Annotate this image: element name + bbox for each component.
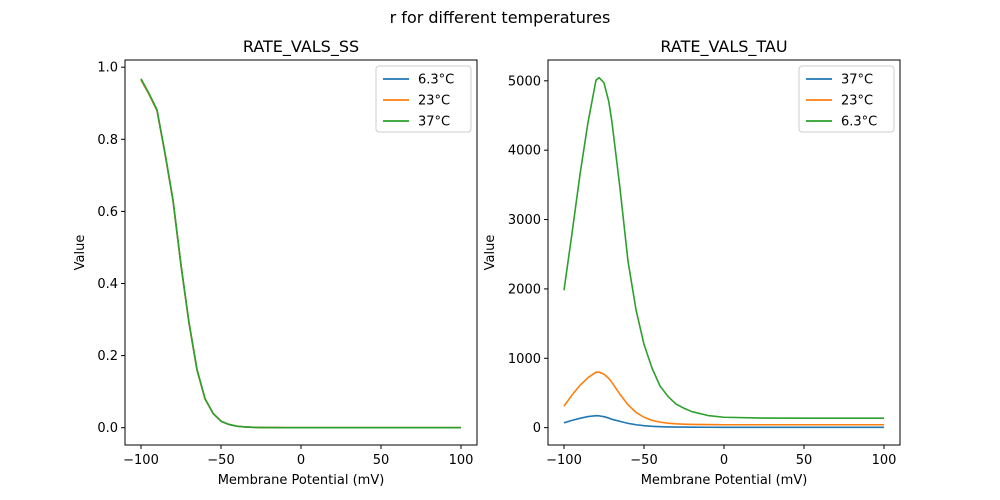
y-tick-label-ss-4: 0.8	[97, 133, 118, 148]
x-tick-label-tau-4: 100	[872, 453, 897, 468]
x-tick-label-ss-2: 0	[297, 453, 305, 468]
chart-title-tau: RATE_VALS_TAU	[660, 37, 787, 57]
series-line-ss-2	[140, 78, 461, 429]
x-axis-label-tau: Membrane Potential (mV)	[641, 473, 808, 488]
legend-label-tau-2: 6.3°C	[841, 115, 877, 130]
legend-label-tau-0: 37°C	[841, 73, 873, 88]
legend-label-ss-1: 23°C	[418, 94, 450, 109]
y-axis-label-ss: Value	[73, 235, 88, 271]
legend-label-ss-2: 37°C	[418, 115, 450, 130]
y-tick-label-tau-5: 5000	[508, 74, 541, 89]
y-tick-label-ss-1: 0.2	[97, 349, 118, 364]
figure-suptitle: r for different temperatures	[390, 8, 611, 27]
chart-title-ss: RATE_VALS_SS	[243, 37, 359, 57]
legend-label-ss-0: 6.3°C	[418, 73, 454, 88]
y-axis-label-tau: Value	[483, 235, 498, 271]
x-tick-label-ss-0: −100	[123, 453, 159, 468]
series-line-tau-0	[563, 414, 884, 429]
series-line-tau-2	[563, 76, 884, 420]
x-tick-label-tau-2: 0	[720, 453, 728, 468]
y-tick-label-tau-0: 0	[533, 421, 541, 436]
y-tick-label-ss-2: 0.4	[97, 277, 118, 292]
x-tick-label-tau-0: −100	[546, 453, 582, 468]
x-tick-label-ss-3: 50	[373, 453, 390, 468]
y-tick-label-tau-2: 2000	[508, 282, 541, 297]
x-tick-label-ss-1: −50	[207, 453, 234, 468]
series-line-tau-1	[563, 371, 884, 426]
legend-box-ss	[375, 65, 472, 133]
y-tick-label-ss-5: 1.0	[97, 61, 118, 76]
x-tick-label-tau-3: 50	[796, 453, 813, 468]
y-tick-label-tau-3: 3000	[508, 213, 541, 228]
x-tick-label-ss-4: 100	[449, 453, 474, 468]
x-axis-label-ss: Membrane Potential (mV)	[218, 473, 385, 488]
legend-box-tau	[798, 65, 895, 133]
y-tick-label-ss-0: 0.0	[97, 421, 118, 436]
y-tick-label-tau-1: 1000	[508, 352, 541, 367]
chart-panel-ss: RATE_VALS_SS −100 −50 0 50 100 0.0 0.2 0.4 0.6 0.8…	[73, 37, 478, 488]
x-tick-label-tau-1: −50	[630, 453, 657, 468]
legend-label-tau-1: 23°C	[841, 94, 873, 109]
y-tick-label-ss-3: 0.6	[97, 205, 118, 220]
y-tick-label-tau-4: 4000	[508, 144, 541, 159]
chart-panel-tau: RATE_VALS_TAU−100 −50 0 50 10001000200030004…	[483, 37, 901, 488]
